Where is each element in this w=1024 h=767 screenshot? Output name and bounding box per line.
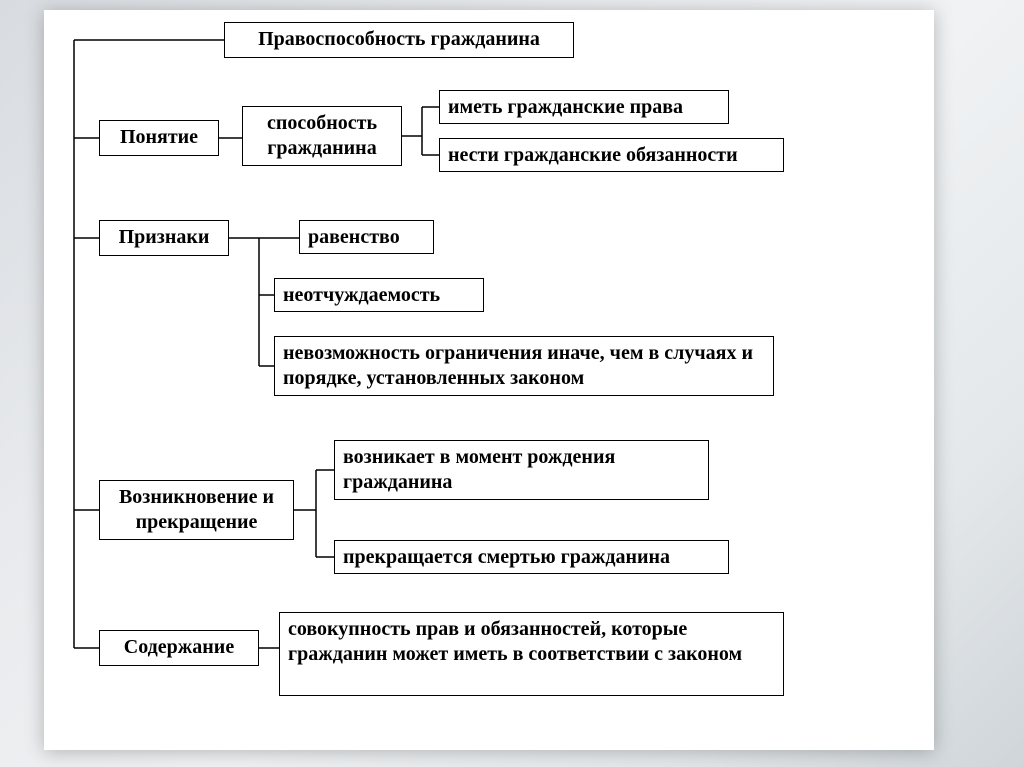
node-root: Правоспособность гражданина: [224, 22, 574, 58]
node-concept-ability: способность гражданина: [242, 106, 402, 166]
node-concept: Понятие: [99, 120, 219, 156]
node-termination-death: прекращается смертью гражданина: [334, 540, 729, 574]
node-concept-rights: иметь гражданские права: [439, 90, 729, 124]
node-origin-termination: Возникновение и прекращение: [99, 480, 294, 540]
node-origin-birth: возникает в момент рождения гражданина: [334, 440, 709, 500]
node-feature-inalienability: неотчуждаемость: [274, 278, 484, 312]
node-content-detail: совокупность прав и обязанностей, которы…: [279, 612, 784, 696]
diagram-panel: Правоспособность гражданина Понятие спос…: [44, 10, 934, 750]
node-feature-equality: равенство: [299, 220, 434, 254]
node-concept-duties: нести гражданские обязанности: [439, 138, 784, 172]
node-content: Содержание: [99, 630, 259, 666]
node-features: Признаки: [99, 220, 229, 256]
node-feature-nolimit: невозможность ограничения иначе, чем в с…: [274, 336, 774, 396]
